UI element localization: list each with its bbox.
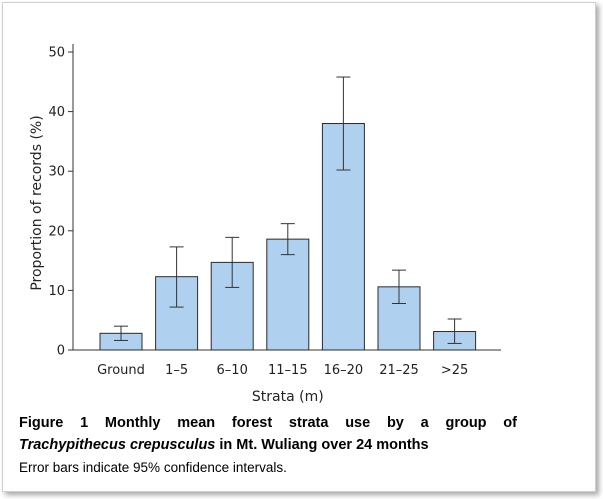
caption-title-line1: Figure 1 Monthly mean forest strata use … [19, 415, 517, 431]
caption-title-rest: in Mt. Wuliang over 24 months [215, 437, 429, 453]
figure-caption: Figure 1 Monthly mean forest strata use … [19, 413, 517, 477]
caption-title-line2: Trachypithecus crepusculus in Mt. Wulian… [19, 435, 517, 455]
y-tick-label: 40 [48, 105, 65, 120]
caption-note: Error bars indicate 95% confidence inter… [19, 460, 287, 475]
x-tick-label: 6–10 [217, 363, 248, 378]
y-tick-label: 30 [48, 165, 65, 180]
y-tick-label: 0 [57, 344, 65, 359]
x-tick-label: 16–20 [324, 363, 364, 378]
bar-chart: 0 10 20 30 40 50 Proportion of records (%) Grou… [29, 44, 501, 403]
x-tick-label: >25 [441, 363, 468, 378]
x-tick-label: Ground [97, 363, 145, 378]
bar-3 [266, 238, 310, 351]
figure-frame: 0 10 20 30 40 50 Proportion of records (%) Grou… [2, 2, 596, 492]
x-axis-title: Strata (m) [252, 389, 324, 403]
caption-species: Trachypithecus crepusculus [19, 437, 216, 453]
y-axis-title: Proportion of records (%) [29, 115, 45, 290]
y-tick-label: 10 [48, 284, 65, 299]
y-tick-label: 50 [48, 46, 65, 61]
x-tick-label: 1–5 [165, 363, 188, 378]
y-tick-label: 20 [48, 224, 65, 239]
x-tick-label: 21–25 [379, 363, 419, 378]
x-tick-label: 11–15 [268, 363, 308, 378]
